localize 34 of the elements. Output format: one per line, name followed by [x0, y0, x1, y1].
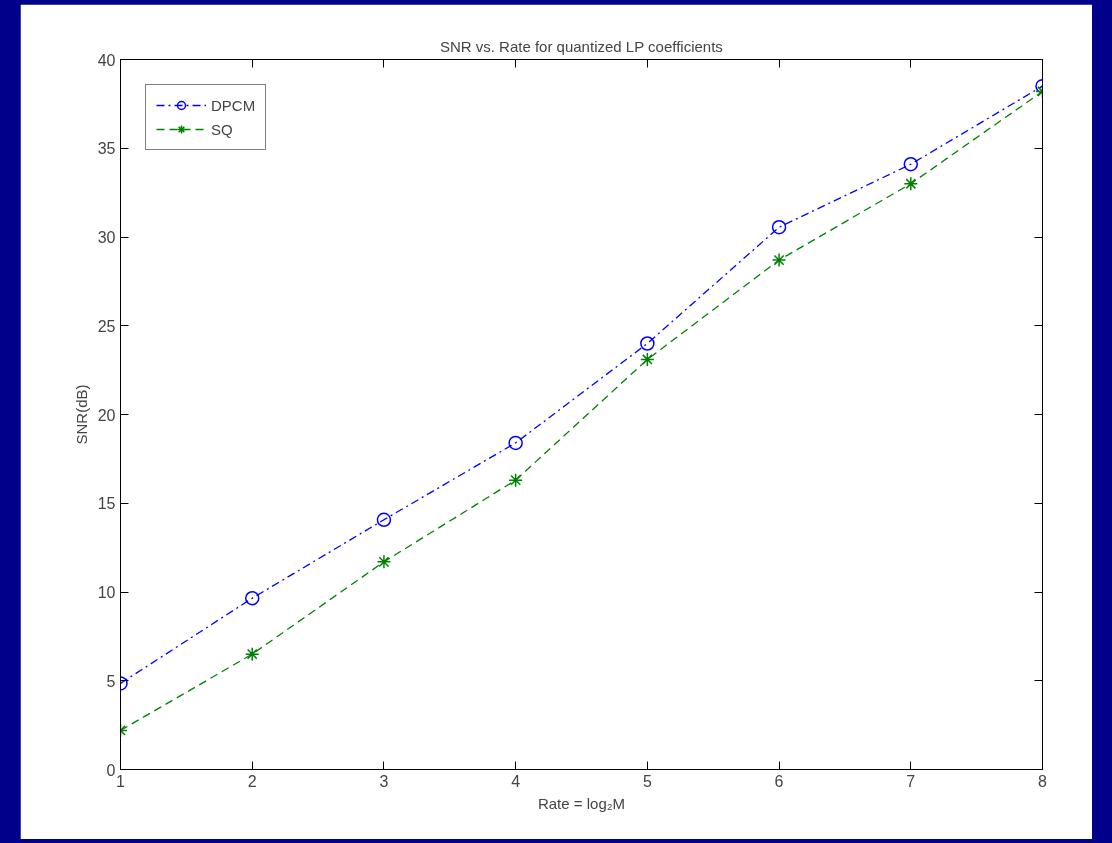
x-tick-label: 2 — [247, 772, 257, 790]
y-tick-label: 30 — [97, 229, 116, 246]
x-tick-label: 5 — [642, 772, 652, 790]
x-tick-label: 1 — [116, 772, 126, 790]
point — [376, 554, 392, 570]
y-tick-label: 25 — [97, 317, 116, 335]
point — [903, 156, 919, 172]
legend-label: SQ — [211, 120, 233, 138]
x-tick-label: 7 — [906, 772, 916, 790]
chart-title: SNR vs. Rate for quantized LP coefficients — [439, 37, 723, 55]
point — [640, 352, 655, 367]
y-tick-label: 40 — [97, 51, 116, 69]
point — [508, 472, 523, 488]
y-tick-label: 10 — [97, 584, 116, 601]
y-tick-label: 15 — [97, 495, 116, 513]
point — [244, 646, 260, 662]
x-tick-label: 6 — [774, 772, 784, 790]
y-tick-label: 35 — [97, 140, 116, 158]
y-tick-label: 5 — [106, 672, 116, 690]
point — [376, 512, 392, 527]
point — [903, 176, 919, 191]
point — [771, 220, 787, 235]
point — [771, 252, 787, 268]
point — [508, 435, 523, 451]
x-tick-label: 4 — [511, 772, 521, 790]
x-tick-label: 8 — [1038, 772, 1048, 790]
y-tick-label: 0 — [106, 761, 116, 779]
point — [244, 590, 260, 606]
y-axis-title: SNR(dB) — [72, 384, 90, 445]
x-tick-label: 3 — [379, 772, 389, 790]
point — [640, 336, 655, 351]
legend-label: DPCM — [211, 96, 256, 114]
y-tick-label: 20 — [97, 406, 116, 424]
x-axis-title: Rate = log₂M — [537, 794, 626, 812]
